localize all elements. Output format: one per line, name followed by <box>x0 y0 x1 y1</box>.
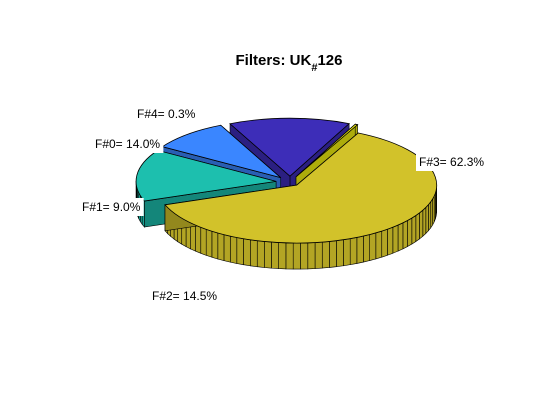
slice-label-f4: F#4= 0.3% <box>137 107 196 121</box>
pie-slice-wall <box>229 235 238 264</box>
pie-slice-wall <box>425 203 429 235</box>
pie-slice-wall <box>217 232 225 262</box>
slice-label-f1: F#1= 9.0% <box>82 200 141 214</box>
pie-slice-wall <box>321 241 330 269</box>
pie-slice-wall <box>236 237 244 266</box>
pie-slice-top <box>295 123 359 178</box>
slice-label-background <box>134 105 199 123</box>
slice-label-background <box>416 153 488 171</box>
pie-slice-wall <box>415 212 420 243</box>
pie-slice-wall <box>243 238 251 267</box>
pie-slice-wall <box>278 242 287 270</box>
slice-label-f3: F#3= 62.3% <box>419 155 484 169</box>
chart-title-suffix: 126 <box>317 52 342 69</box>
slice-labels: F#0= 14.0% F#1= 9.0% F#2= 14.5% F#3= 62.3% F… <box>79 105 488 305</box>
slice-label-f0: F#0= 14.0% <box>95 137 160 151</box>
pie-slice-top <box>229 117 350 177</box>
pie-slice-wall <box>292 242 301 270</box>
chart-title-subscript: # <box>311 62 317 74</box>
pie-slice-wall <box>363 234 370 263</box>
slice-label-background <box>149 287 221 305</box>
pie-slice-wall <box>336 239 344 268</box>
slice-label-f2: F#2= 14.5% <box>152 289 217 303</box>
pie-slice-wall <box>369 232 377 261</box>
pie-slice-wall <box>256 240 265 268</box>
pie-slice-wall <box>211 230 219 260</box>
pie-slice-f3 <box>164 132 438 270</box>
pie-slice-wall <box>249 239 258 268</box>
pie-slice-wall <box>329 240 337 268</box>
pie-slice-wall <box>419 209 424 240</box>
pie-slice-wall <box>375 230 383 260</box>
pie-slice-wall <box>422 206 427 237</box>
pie-slice-wall <box>307 242 316 270</box>
pie-slice-wall <box>343 238 351 267</box>
pie-slice-wall <box>381 228 388 258</box>
pie-slice-wall <box>190 222 196 252</box>
chart-title: Filters: UK#126 <box>236 52 343 74</box>
pie-slice-wall <box>356 235 364 264</box>
pie-slice-wall <box>263 241 272 269</box>
pie-slice-wall <box>271 241 279 269</box>
pie-slice-wall <box>397 222 404 252</box>
pie-slice-wall <box>407 217 413 248</box>
pie-slice-wall <box>200 226 207 256</box>
pie-slice-top <box>164 132 438 244</box>
pie-slice-wall <box>205 228 213 258</box>
pie-slice-wall <box>195 224 202 254</box>
pie-slices <box>135 117 438 270</box>
pie-slice-wall <box>314 241 323 269</box>
pie-slice-wall <box>300 242 309 270</box>
pie-slice-wall <box>392 224 399 254</box>
pie-slice-wall <box>285 242 294 270</box>
chart-title-prefix: Filters: UK <box>236 52 312 69</box>
slice-label-background <box>92 135 164 153</box>
pie-slice-wall <box>349 237 358 266</box>
pie-slice-wall <box>387 226 394 256</box>
pie-slice-wall <box>411 214 417 245</box>
pie-slice-top <box>135 149 277 202</box>
pie-slice-wall <box>428 200 432 232</box>
slice-label-background <box>79 198 144 216</box>
pie-slice-wall <box>402 220 408 250</box>
pie-slice-wall <box>223 234 231 263</box>
